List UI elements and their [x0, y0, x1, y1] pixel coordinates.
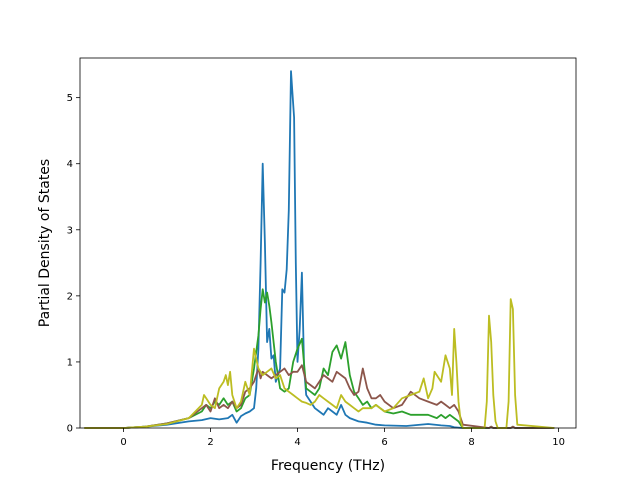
- y-tick-label: 0: [67, 424, 73, 435]
- y-tick-label: 5: [67, 93, 73, 104]
- x-tick-label: 6: [381, 437, 387, 448]
- series-line-4: [84, 298, 555, 429]
- y-tick-label: 2: [67, 291, 73, 302]
- x-tick-label: 10: [552, 437, 565, 448]
- y-tick-label: 4: [67, 159, 73, 170]
- y-axis-ticks: 0 1 2 3 4 5: [67, 93, 80, 435]
- series-line-3: [84, 364, 555, 429]
- x-tick-label: 2: [207, 437, 213, 448]
- plot-frame: [79, 57, 577, 429]
- x-tick-label: 8: [468, 437, 474, 448]
- y-axis-title: Partial Density of States: [37, 159, 53, 327]
- x-axis-title: Frequency (THz): [271, 458, 385, 474]
- series-line-2: [84, 288, 555, 429]
- x-tick-label: 4: [294, 437, 300, 448]
- series-line-1: [84, 70, 555, 429]
- x-tick-label: 0: [120, 437, 126, 448]
- series-lines: [84, 70, 555, 429]
- x-axis-ticks: 0 2 4 6 8 10: [120, 428, 565, 448]
- y-tick-label: 3: [67, 225, 73, 236]
- y-tick-label: 1: [67, 357, 73, 368]
